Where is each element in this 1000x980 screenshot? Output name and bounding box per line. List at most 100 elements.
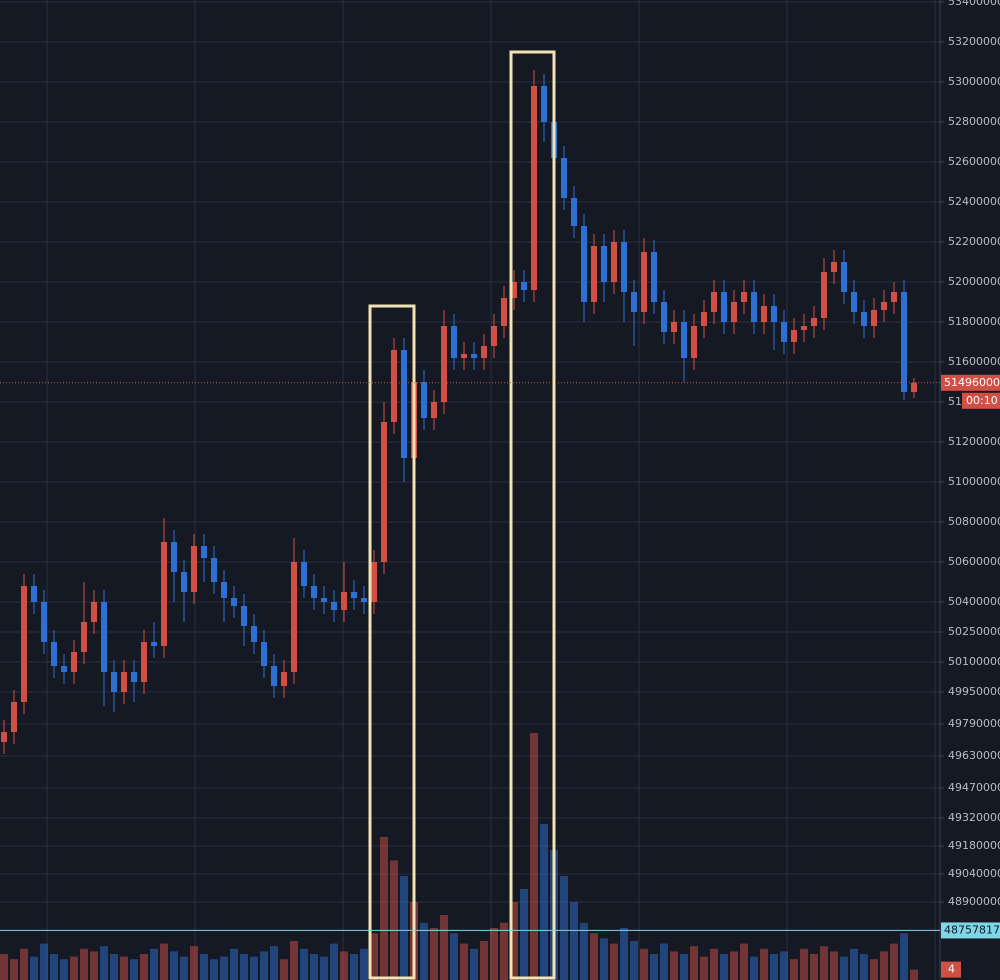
- volume-bar: [840, 956, 848, 980]
- volume-bar: [280, 959, 288, 980]
- volume-bar: [10, 959, 18, 980]
- candle-body: [871, 310, 877, 326]
- candle-body: [811, 318, 817, 326]
- volume-bar: [110, 954, 118, 980]
- candle-body: [251, 626, 257, 642]
- candle-body: [581, 226, 587, 302]
- candle-body: [501, 298, 507, 326]
- candle-body: [861, 312, 867, 326]
- volume-bar: [760, 948, 768, 980]
- candle-body: [601, 246, 607, 282]
- candle-body: [841, 262, 847, 292]
- y-tick-label: 48900000: [948, 895, 1000, 908]
- y-tick-label: 49040000: [948, 867, 1000, 880]
- candle-body: [241, 606, 247, 626]
- candle-body: [211, 558, 217, 582]
- volume-bar: [250, 956, 258, 980]
- volume-bar: [260, 951, 268, 980]
- highlight-box: [368, 304, 416, 980]
- volume-last-label: 4: [948, 963, 955, 976]
- volume-bar: [500, 922, 508, 980]
- candle-body: [101, 602, 107, 672]
- y-tick-label: 49950000: [948, 685, 1000, 698]
- candle-body: [71, 652, 77, 672]
- candle-body: [691, 326, 697, 358]
- candle-body: [471, 354, 477, 358]
- volume-bar: [100, 946, 108, 980]
- candle-body: [371, 562, 377, 602]
- vertical-grid: [0, 0, 940, 980]
- candle-body: [741, 292, 747, 302]
- candle-body: [491, 326, 497, 346]
- volume-bar: [510, 902, 518, 980]
- volume-bar: [270, 946, 278, 980]
- volume-bar: [480, 941, 488, 980]
- volume-bar: [40, 943, 48, 980]
- volume-bar: [320, 956, 328, 980]
- volume-bar: [650, 954, 658, 980]
- candle-body: [461, 354, 467, 358]
- volume-bar: [70, 956, 78, 980]
- candle-body: [171, 542, 177, 572]
- candle-body: [81, 622, 87, 652]
- candle-body: [261, 642, 267, 666]
- volume-bar: [880, 951, 888, 980]
- volume-bar: [740, 943, 748, 980]
- volume-bar: [680, 954, 688, 980]
- candle-body: [151, 642, 157, 646]
- candle-body: [361, 598, 367, 602]
- current-price-label: 51496000: [944, 376, 1000, 389]
- candle-body: [91, 602, 97, 622]
- candle-body: [341, 592, 347, 610]
- volume-bar: [350, 954, 358, 980]
- candle-body: [401, 350, 407, 458]
- candle-body: [291, 562, 297, 672]
- volume-bar: [450, 933, 458, 980]
- volume-bar: [0, 954, 8, 980]
- candle-body: [31, 586, 37, 602]
- volume-bar: [820, 946, 828, 980]
- volume-bar: [810, 954, 818, 980]
- volume-bar: [870, 959, 878, 980]
- candle-body: [301, 562, 307, 586]
- y-tick-label: 52600000: [948, 155, 1000, 168]
- candle-body: [191, 546, 197, 592]
- y-tick-label: 49470000: [948, 781, 1000, 794]
- volume-bar: [300, 948, 308, 980]
- y-tick-label: 49180000: [948, 839, 1000, 852]
- volume-bar: [780, 951, 788, 980]
- y-tick-label: 51000000: [948, 475, 1000, 488]
- y-tick-label: 52800000: [948, 115, 1000, 128]
- candle-body: [731, 302, 737, 322]
- candle-body: [671, 322, 677, 332]
- volume-bar: [610, 943, 618, 980]
- candle-body: [141, 642, 147, 682]
- volume-bar: [900, 933, 908, 980]
- candle-body: [41, 602, 47, 642]
- y-tick-label: 52400000: [948, 195, 1000, 208]
- volume-bar: [210, 959, 218, 980]
- volume-bar: [170, 951, 178, 980]
- volume-bar: [600, 938, 608, 980]
- candle-body: [901, 292, 907, 392]
- y-tick-label: 52000000: [948, 275, 1000, 288]
- volume-bar: [560, 876, 568, 980]
- volume-bar: [490, 928, 498, 980]
- candle-body: [351, 592, 357, 598]
- volume-bar: [660, 943, 668, 980]
- volume-bar: [440, 915, 448, 980]
- volume-bar: [180, 956, 188, 980]
- candle-body: [751, 292, 757, 322]
- candle-body: [831, 262, 837, 272]
- volume-bar: [60, 959, 68, 980]
- candle-body: [431, 402, 437, 418]
- candle-body: [681, 322, 687, 358]
- y-tick-label: 50400000: [948, 595, 1000, 608]
- volume-bar: [50, 954, 58, 980]
- candle-body: [111, 672, 117, 692]
- candle-body: [771, 306, 777, 322]
- volume-bar: [580, 922, 588, 980]
- candle-body: [801, 326, 807, 330]
- y-tick-label: 49320000: [948, 811, 1000, 824]
